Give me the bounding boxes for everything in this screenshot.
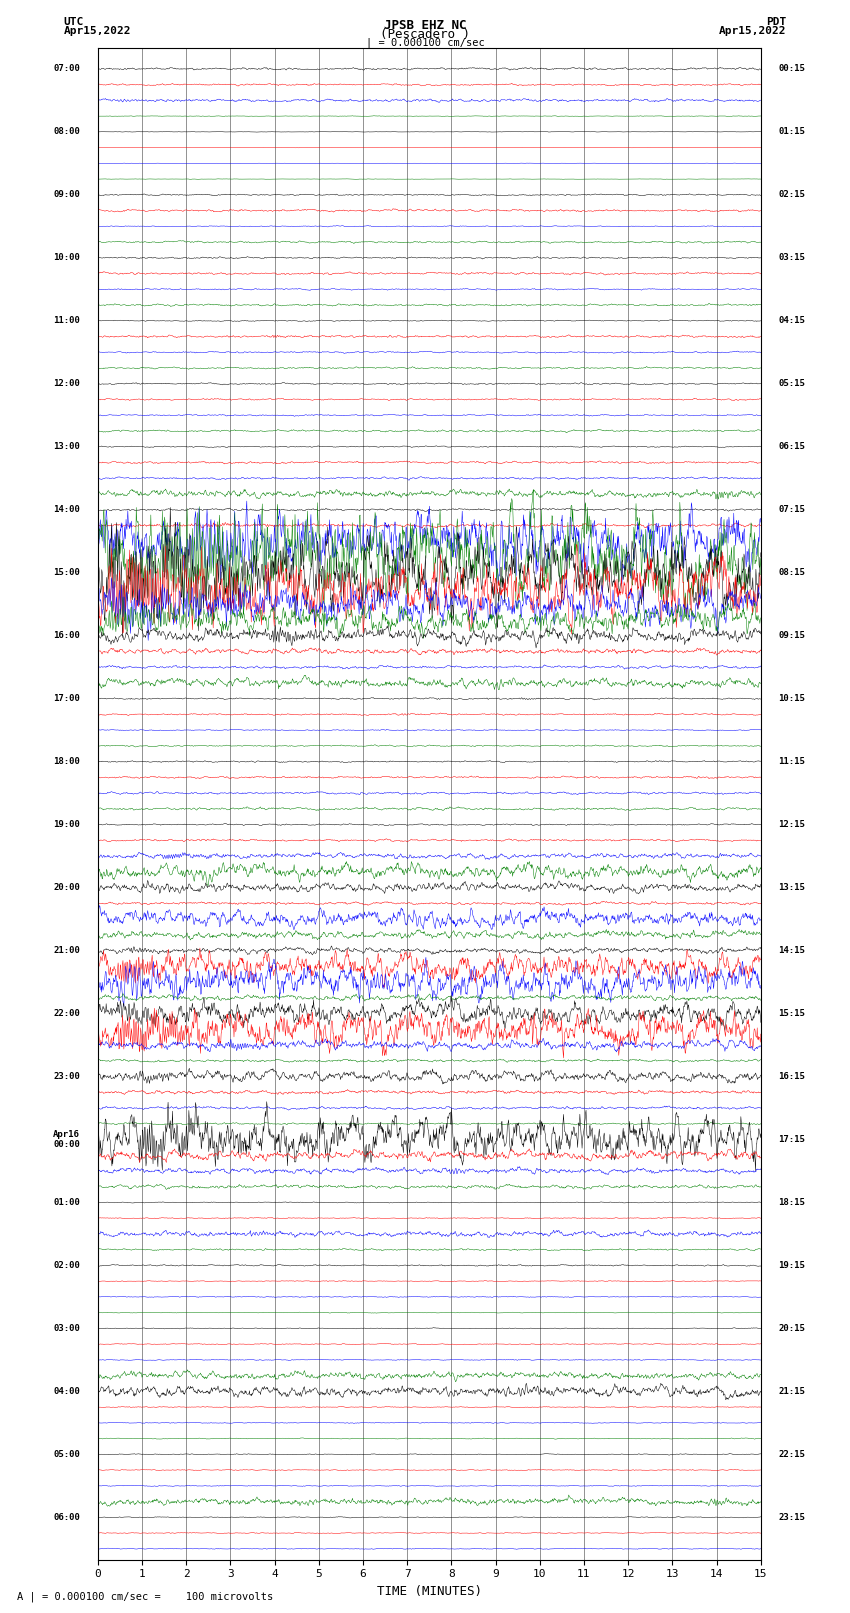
Text: 16:15: 16:15 [779,1073,805,1081]
Text: 05:15: 05:15 [779,379,805,389]
Text: 02:15: 02:15 [779,190,805,200]
Text: (Pescadero ): (Pescadero ) [380,29,470,42]
Text: JPSB EHZ NC: JPSB EHZ NC [383,18,467,32]
Text: UTC: UTC [64,18,84,27]
Text: 05:00: 05:00 [54,1450,80,1458]
Text: 23:00: 23:00 [54,1073,80,1081]
Text: 21:15: 21:15 [779,1387,805,1395]
X-axis label: TIME (MINUTES): TIME (MINUTES) [377,1586,482,1598]
Text: 03:00: 03:00 [54,1324,80,1332]
Text: 10:15: 10:15 [779,694,805,703]
Text: 20:00: 20:00 [54,882,80,892]
Text: 07:15: 07:15 [779,505,805,515]
Text: 17:00: 17:00 [54,694,80,703]
Text: 18:15: 18:15 [779,1198,805,1207]
Text: 23:15: 23:15 [779,1513,805,1521]
Text: 11:15: 11:15 [779,756,805,766]
Text: 15:15: 15:15 [779,1010,805,1018]
Text: 01:15: 01:15 [779,127,805,137]
Text: 21:00: 21:00 [54,945,80,955]
Text: 13:00: 13:00 [54,442,80,452]
Text: 17:15: 17:15 [779,1136,805,1144]
Text: | = 0.000100 cm/sec: | = 0.000100 cm/sec [366,37,484,48]
Text: 01:00: 01:00 [54,1198,80,1207]
Text: 02:00: 02:00 [54,1261,80,1269]
Text: 14:15: 14:15 [779,945,805,955]
Text: 12:00: 12:00 [54,379,80,389]
Text: 00:15: 00:15 [779,65,805,73]
Text: PDT: PDT [766,18,786,27]
Text: 19:15: 19:15 [779,1261,805,1269]
Text: 11:00: 11:00 [54,316,80,326]
Text: 12:15: 12:15 [779,819,805,829]
Text: 07:00: 07:00 [54,65,80,73]
Text: Apr16
00:00: Apr16 00:00 [54,1129,80,1148]
Text: 09:00: 09:00 [54,190,80,200]
Text: Apr15,2022: Apr15,2022 [64,26,131,35]
Text: A | = 0.000100 cm/sec =    100 microvolts: A | = 0.000100 cm/sec = 100 microvolts [17,1590,273,1602]
Text: 18:00: 18:00 [54,756,80,766]
Text: Apr15,2022: Apr15,2022 [719,26,786,35]
Text: 13:15: 13:15 [779,882,805,892]
Text: 03:15: 03:15 [779,253,805,263]
Text: 10:00: 10:00 [54,253,80,263]
Text: 04:15: 04:15 [779,316,805,326]
Text: 16:00: 16:00 [54,631,80,640]
Text: 14:00: 14:00 [54,505,80,515]
Text: 22:15: 22:15 [779,1450,805,1458]
Text: 06:15: 06:15 [779,442,805,452]
Text: 15:00: 15:00 [54,568,80,577]
Text: 06:00: 06:00 [54,1513,80,1521]
Text: 09:15: 09:15 [779,631,805,640]
Text: 08:15: 08:15 [779,568,805,577]
Text: 22:00: 22:00 [54,1010,80,1018]
Text: 19:00: 19:00 [54,819,80,829]
Text: 08:00: 08:00 [54,127,80,137]
Text: 04:00: 04:00 [54,1387,80,1395]
Text: 20:15: 20:15 [779,1324,805,1332]
